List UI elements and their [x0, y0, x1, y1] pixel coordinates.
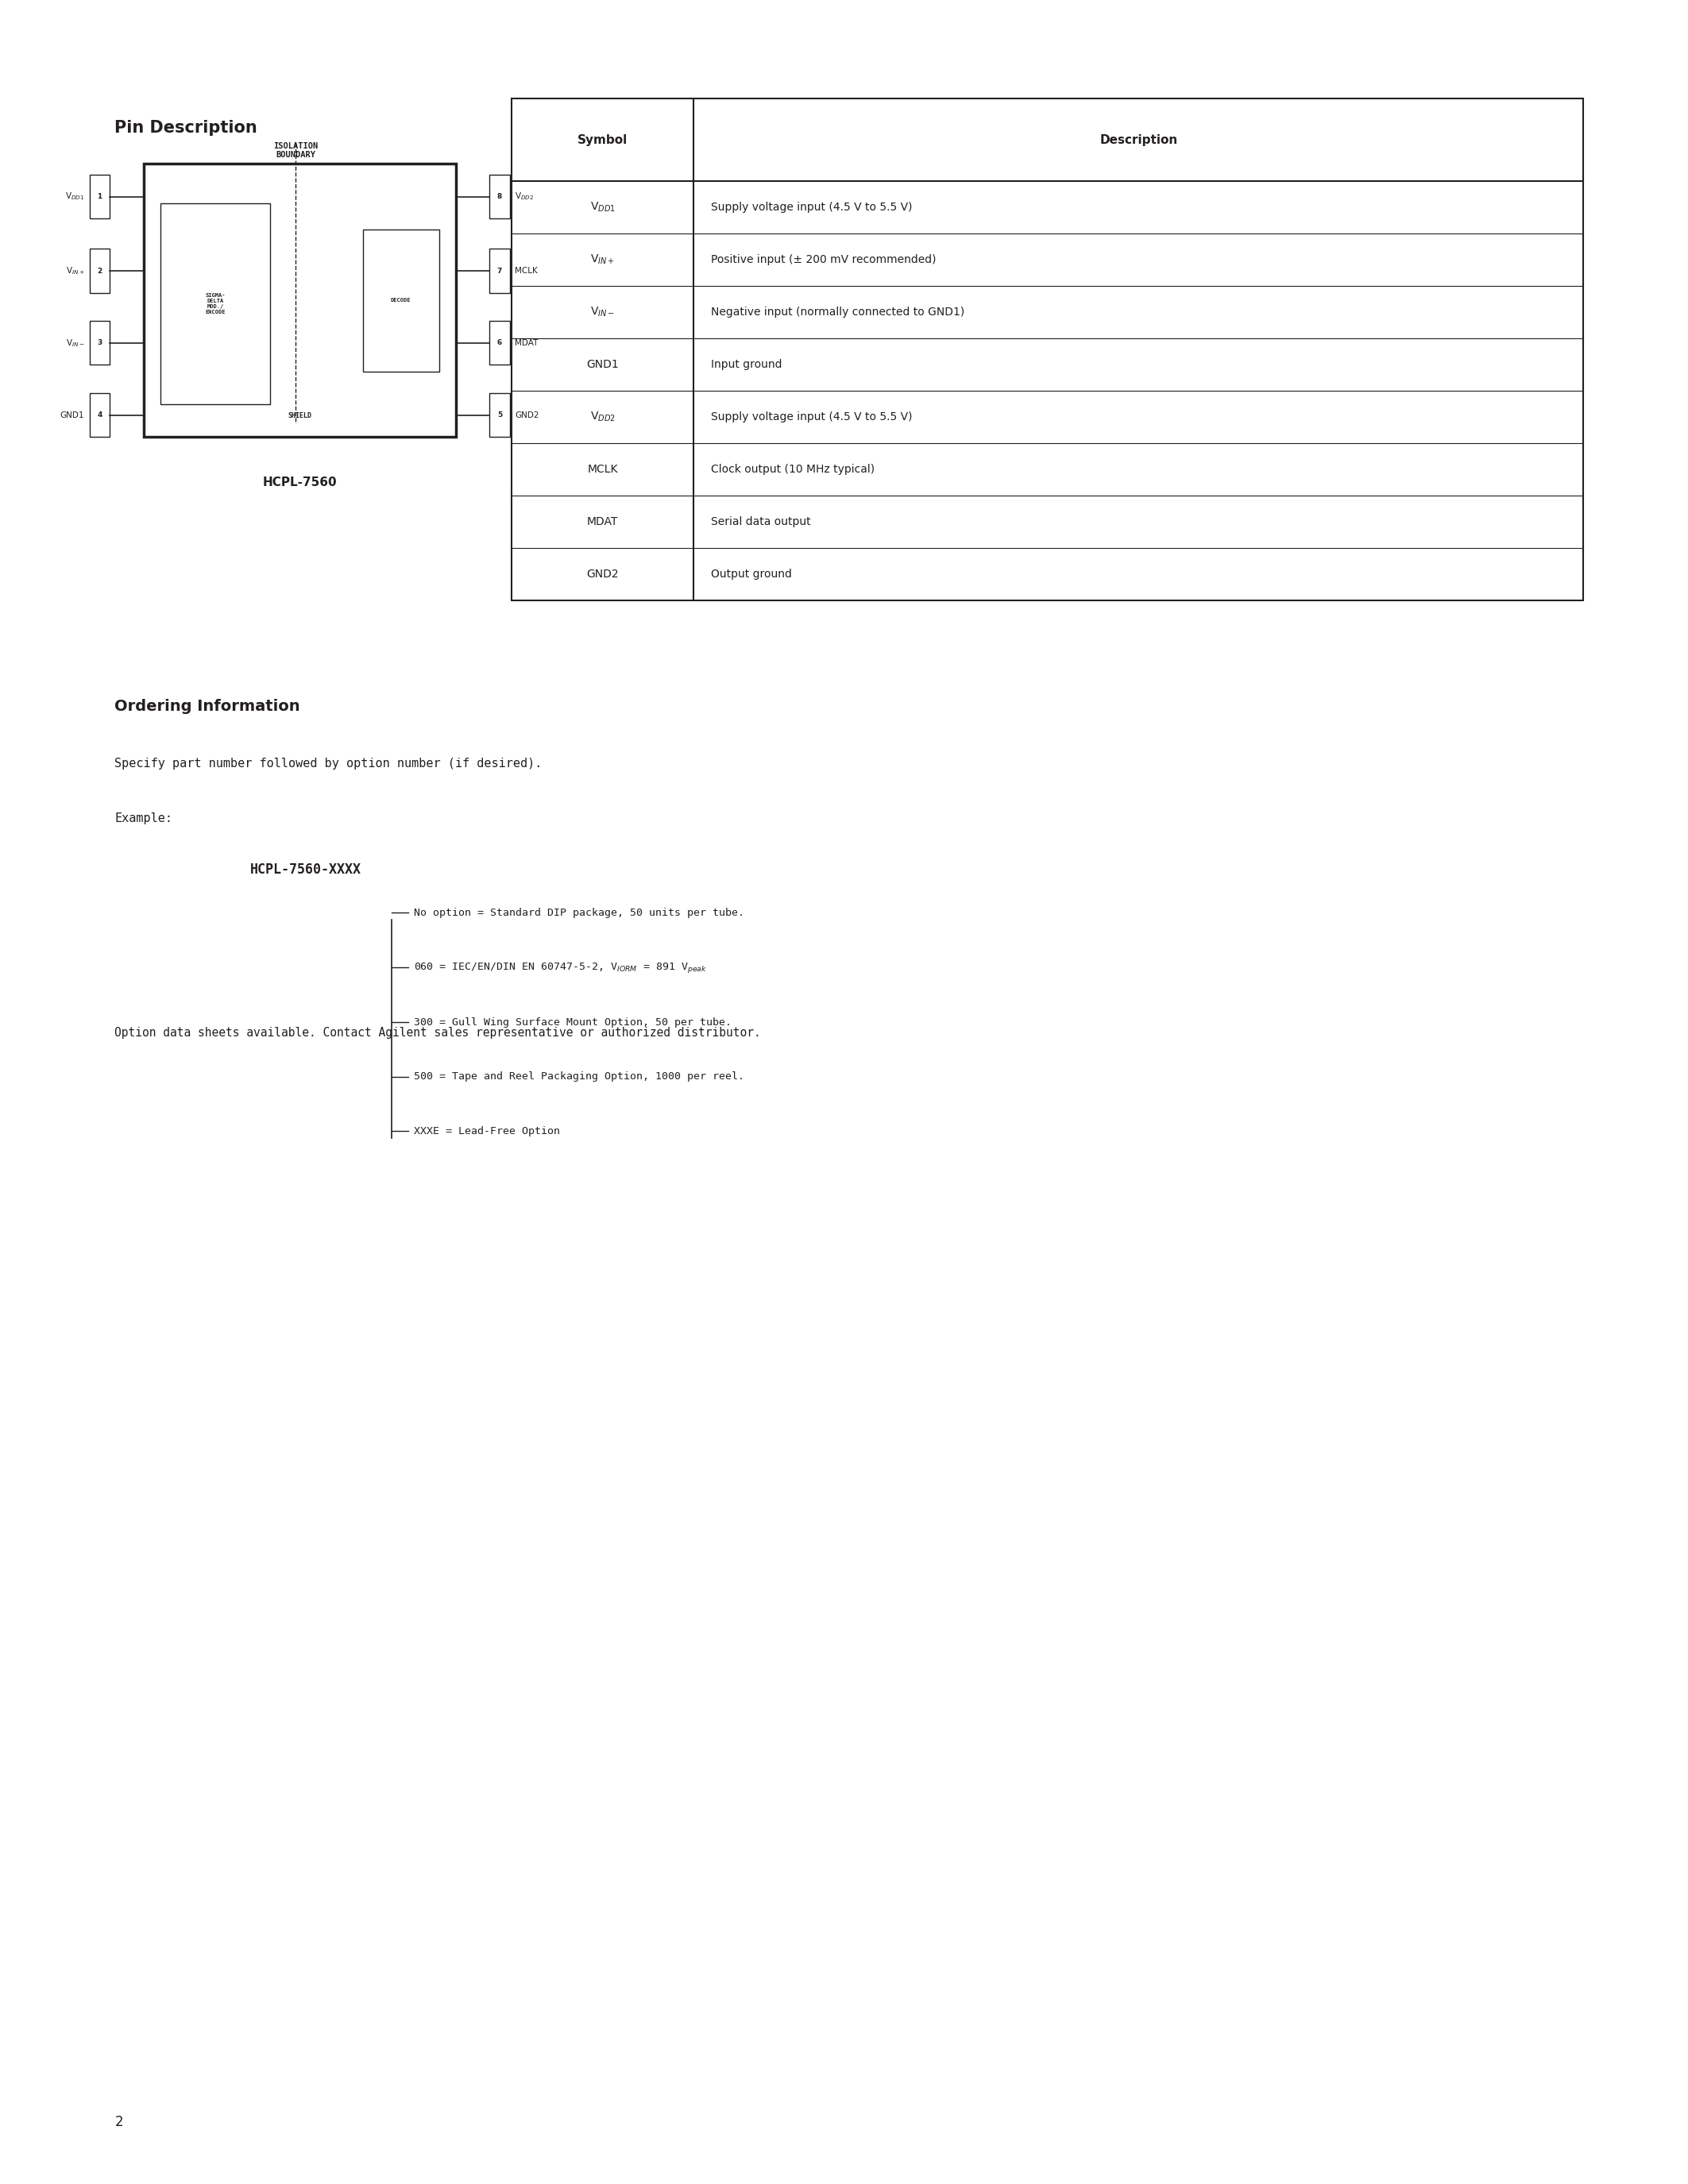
Text: 5: 5: [498, 411, 501, 419]
Text: ISOLATION
BOUNDARY: ISOLATION BOUNDARY: [273, 142, 317, 159]
Text: Supply voltage input (4.5 V to 5.5 V): Supply voltage input (4.5 V to 5.5 V): [711, 411, 912, 424]
Bar: [363, 229, 439, 371]
Bar: [143, 164, 456, 437]
Text: 8: 8: [498, 192, 501, 201]
Bar: [490, 249, 510, 293]
Text: MDAT: MDAT: [515, 339, 538, 347]
Text: 500 = Tape and Reel Packaging Option, 1000 per reel.: 500 = Tape and Reel Packaging Option, 10…: [414, 1072, 744, 1081]
Text: Serial data output: Serial data output: [711, 515, 810, 529]
Text: MCLK: MCLK: [515, 266, 538, 275]
Text: Clock output (10 MHz typical): Clock output (10 MHz typical): [711, 463, 874, 476]
Text: 6: 6: [498, 339, 501, 347]
Text: V$_{IN-}$: V$_{IN-}$: [66, 336, 84, 349]
Bar: [89, 175, 110, 218]
Text: 300 = Gull Wing Surface Mount Option, 50 per tube.: 300 = Gull Wing Surface Mount Option, 50…: [414, 1018, 731, 1026]
Text: Output ground: Output ground: [711, 568, 792, 581]
Text: V$_{{DD2}}$: V$_{{DD2}}$: [589, 411, 614, 424]
Text: MDAT: MDAT: [587, 515, 618, 529]
Text: HCPL-7560-XXXX: HCPL-7560-XXXX: [250, 863, 361, 878]
Text: V$_{{IN+}}$: V$_{{IN+}}$: [591, 253, 614, 266]
Text: 060 = IEC/EN/DIN EN 60747-5-2, V$_{{IORM}}$ = 891 V$_{{peak}}$: 060 = IEC/EN/DIN EN 60747-5-2, V$_{{IORM…: [414, 961, 707, 974]
Text: Positive input (± 200 mV recommended): Positive input (± 200 mV recommended): [711, 253, 935, 266]
Bar: [511, 98, 1583, 601]
Text: SHIELD: SHIELD: [287, 413, 312, 419]
Text: 3: 3: [98, 339, 101, 347]
Text: No option = Standard DIP package, 50 units per tube.: No option = Standard DIP package, 50 uni…: [414, 909, 744, 917]
Text: GND1: GND1: [586, 358, 619, 371]
Text: MCLK: MCLK: [587, 463, 618, 476]
Text: XXXE = Lead-Free Option: XXXE = Lead-Free Option: [414, 1127, 560, 1136]
Text: GND2: GND2: [586, 568, 619, 581]
Text: V$_{IN+}$: V$_{IN+}$: [66, 264, 84, 277]
Text: Option data sheets available. Contact Agilent sales representative or authorized: Option data sheets available. Contact Ag…: [115, 1026, 761, 1037]
Text: V$_{{IN−}}$: V$_{{IN−}}$: [591, 306, 614, 319]
Text: DECODE: DECODE: [392, 297, 412, 304]
Text: V$_{DD2}$: V$_{DD2}$: [515, 190, 533, 203]
Text: Supply voltage input (4.5 V to 5.5 V): Supply voltage input (4.5 V to 5.5 V): [711, 201, 912, 214]
Text: GND1: GND1: [61, 411, 84, 419]
Text: 7: 7: [498, 266, 503, 275]
Text: Description: Description: [1099, 133, 1178, 146]
Text: Negative input (normally connected to GND1): Negative input (normally connected to GN…: [711, 306, 964, 319]
Text: Specify part number followed by option number (if desired).: Specify part number followed by option n…: [115, 758, 542, 769]
Text: 2: 2: [98, 266, 101, 275]
Bar: [490, 321, 510, 365]
Bar: [89, 249, 110, 293]
Text: 2: 2: [115, 2114, 123, 2129]
Text: Example:: Example:: [115, 812, 172, 823]
Text: GND2: GND2: [515, 411, 538, 419]
Text: V$_{DD1}$: V$_{DD1}$: [66, 190, 84, 203]
Text: Symbol: Symbol: [577, 133, 628, 146]
Text: SIGMA-
DELTA
MOD./
ENCODE: SIGMA- DELTA MOD./ ENCODE: [206, 293, 226, 314]
Text: 1: 1: [98, 192, 101, 201]
Text: V$_{{DD1}}$: V$_{{DD1}}$: [589, 201, 614, 214]
Text: Ordering Information: Ordering Information: [115, 699, 300, 714]
Bar: [89, 393, 110, 437]
Text: 4: 4: [98, 411, 101, 419]
Bar: [490, 393, 510, 437]
Text: HCPL-7560: HCPL-7560: [262, 476, 338, 487]
Bar: [160, 203, 270, 404]
Bar: [89, 321, 110, 365]
Bar: [490, 175, 510, 218]
Text: Input ground: Input ground: [711, 358, 782, 371]
Text: Pin Description: Pin Description: [115, 120, 258, 135]
